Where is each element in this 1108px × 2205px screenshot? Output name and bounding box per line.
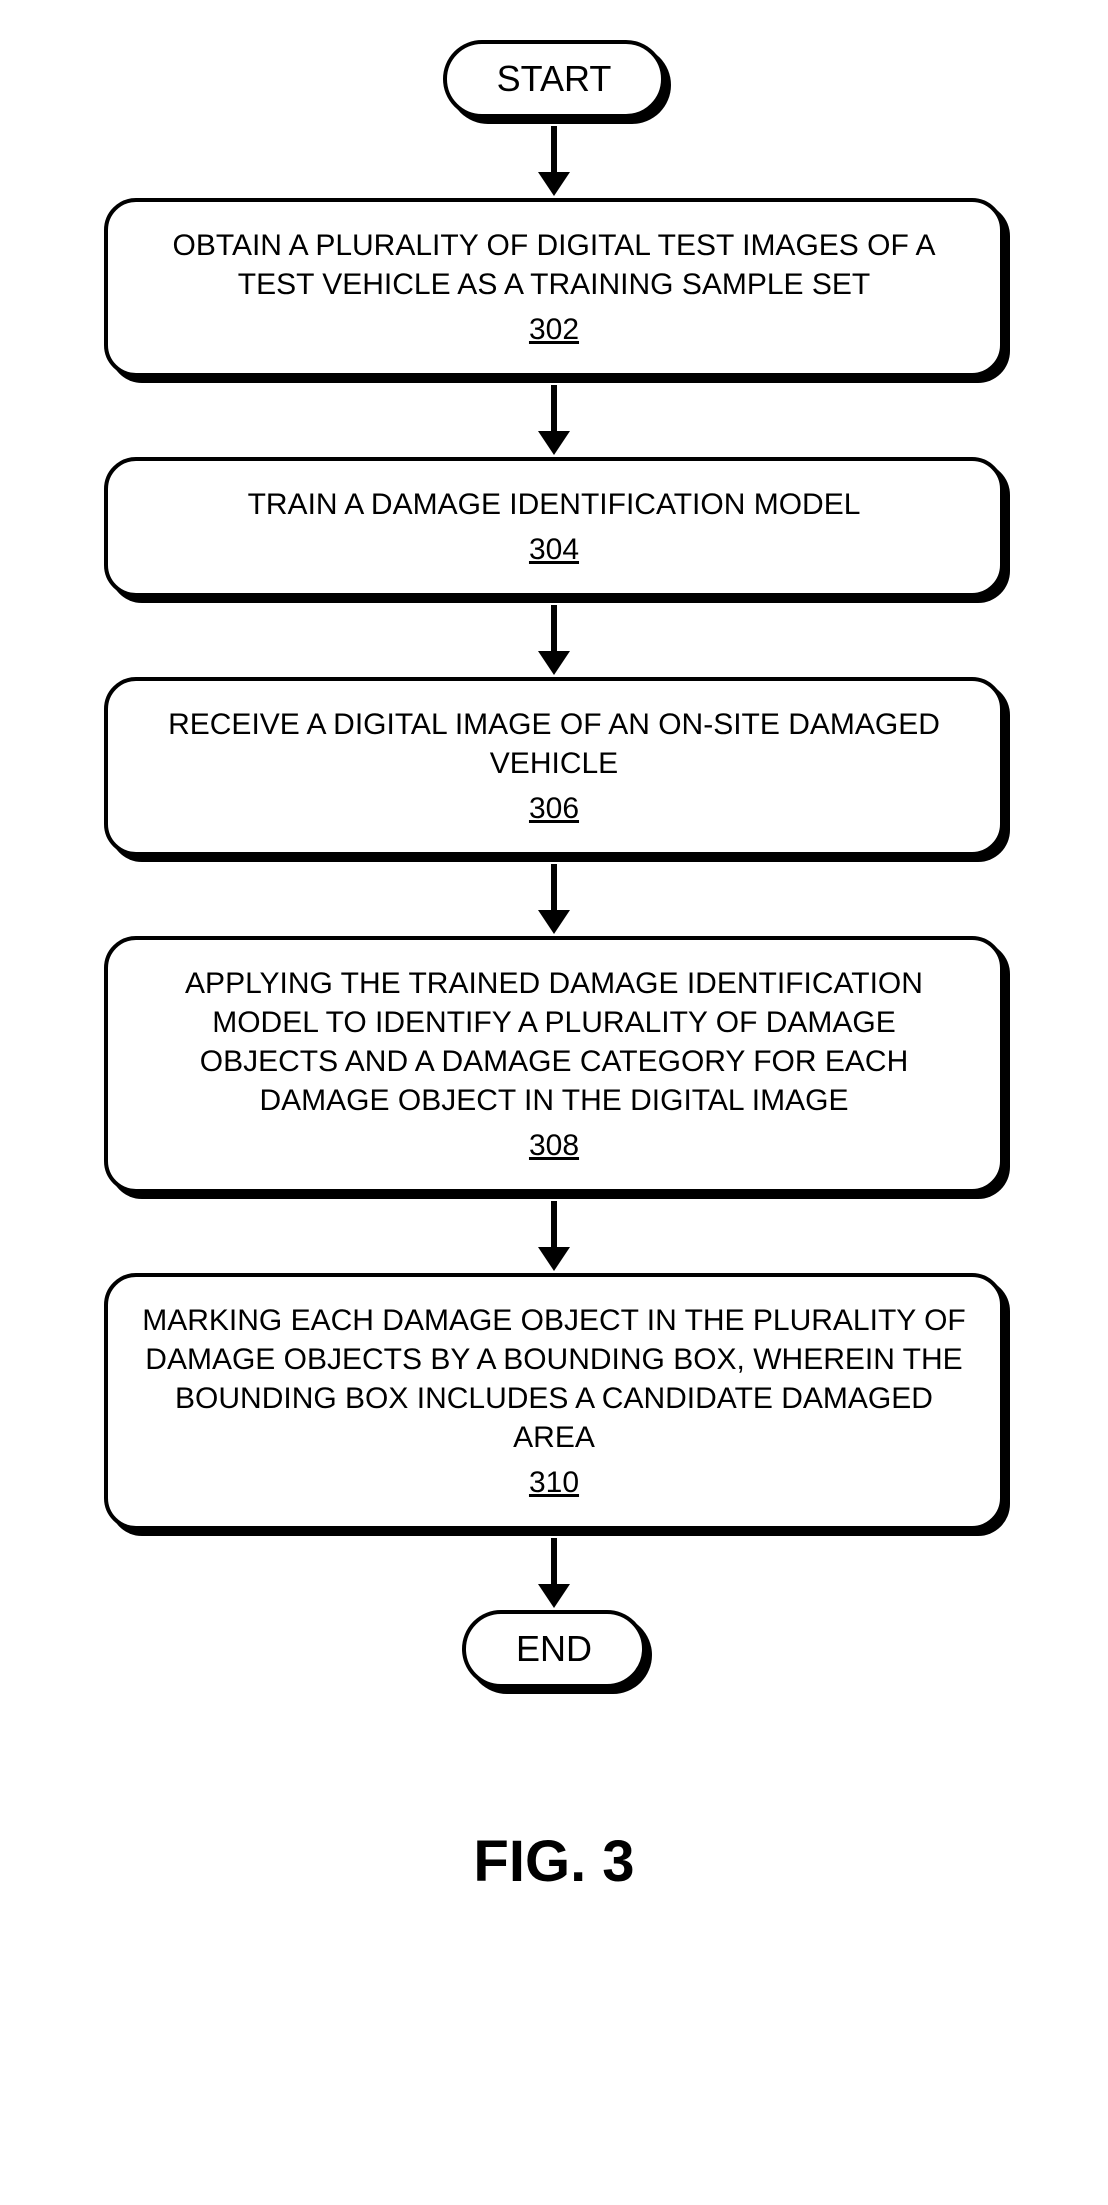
step-text: APPLYING THE TRAINED DAMAGE IDENTIFICATI… [185,967,923,1117]
step-text: OBTAIN A PLURALITY OF DIGITAL TEST IMAGE… [173,229,936,301]
arrow [538,1538,570,1608]
arrow-line [551,126,557,172]
process-step-308: APPLYING THE TRAINED DAMAGE IDENTIFICATI… [104,936,1004,1193]
arrow [538,605,570,675]
arrow-head [538,172,570,196]
end-terminal: END [462,1610,646,1688]
flowchart-container: START OBTAIN A PLURALITY OF DIGITAL TEST… [104,40,1004,1688]
figure-label: FIG. 3 [473,1828,634,1895]
arrow-head [538,431,570,455]
arrow [538,864,570,934]
arrow-line [551,1538,557,1584]
process-step-306: RECEIVE A DIGITAL IMAGE OF AN ON-SITE DA… [104,677,1004,856]
arrow-head [538,1584,570,1608]
step-number: 304 [140,530,968,569]
arrow [538,1201,570,1271]
arrow-line [551,864,557,910]
arrow-line [551,1201,557,1247]
arrow [538,126,570,196]
arrow-head [538,651,570,675]
step-number: 310 [140,1463,968,1502]
arrow-line [551,605,557,651]
start-terminal: START [443,40,666,118]
step-number: 302 [140,310,968,349]
arrow-head [538,1247,570,1271]
step-text: MARKING EACH DAMAGE OBJECT IN THE PLURAL… [142,1304,966,1454]
process-step-304: TRAIN A DAMAGE IDENTIFICATION MODEL 304 [104,457,1004,597]
arrow-head [538,910,570,934]
end-label: END [516,1628,592,1669]
arrow [538,385,570,455]
arrow-line [551,385,557,431]
step-text: RECEIVE A DIGITAL IMAGE OF AN ON-SITE DA… [168,708,940,780]
step-number: 306 [140,789,968,828]
process-step-302: OBTAIN A PLURALITY OF DIGITAL TEST IMAGE… [104,198,1004,377]
step-number: 308 [140,1126,968,1165]
step-text: TRAIN A DAMAGE IDENTIFICATION MODEL [248,488,861,521]
process-step-310: MARKING EACH DAMAGE OBJECT IN THE PLURAL… [104,1273,1004,1530]
start-label: START [497,58,612,99]
